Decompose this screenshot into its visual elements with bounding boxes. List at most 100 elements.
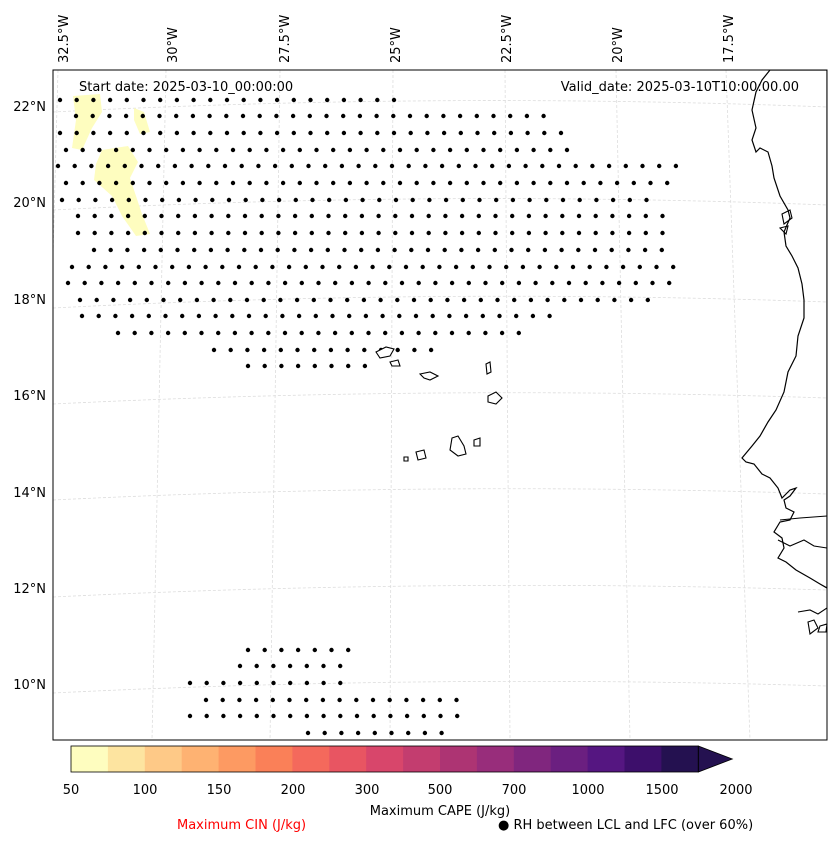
rh-dot bbox=[487, 264, 492, 270]
colorbar-outline bbox=[70, 745, 699, 773]
rh-dot bbox=[310, 197, 315, 203]
rh-dot bbox=[220, 697, 225, 703]
island-santiago bbox=[449, 435, 467, 457]
lon-label-20w: 20°W bbox=[611, 27, 626, 63]
rh-dot bbox=[107, 130, 113, 136]
rh-dot bbox=[338, 680, 343, 686]
rh-dot bbox=[449, 330, 455, 336]
rh-dot bbox=[320, 697, 326, 703]
rh-dot bbox=[438, 713, 443, 719]
rh-dot bbox=[337, 697, 342, 703]
rh-dot bbox=[425, 130, 430, 136]
rh-dot bbox=[478, 297, 483, 303]
rh-dot bbox=[99, 280, 104, 286]
longitude-labels: 32.5°W 30°W 27.5°W 25°W 22.5°W 20°W 17.5… bbox=[57, 15, 737, 63]
rh-dot bbox=[160, 197, 165, 203]
rh-dot bbox=[406, 163, 411, 169]
rh-dot bbox=[525, 130, 530, 136]
rh-dot bbox=[604, 264, 609, 270]
rh-dot bbox=[425, 247, 431, 253]
rh-dot bbox=[523, 163, 528, 169]
rh-dot bbox=[542, 130, 547, 136]
rh-dot bbox=[346, 363, 351, 369]
rh-dot bbox=[111, 297, 116, 303]
rh-dot bbox=[443, 213, 448, 219]
rh-dot bbox=[595, 297, 600, 303]
rh-dot bbox=[657, 163, 662, 169]
rh-dot bbox=[410, 197, 415, 203]
rh-dot bbox=[347, 313, 352, 319]
rh-dot bbox=[264, 180, 269, 186]
rh-dot bbox=[345, 347, 350, 353]
rh-dot bbox=[409, 230, 415, 236]
island-sao-nicolau bbox=[418, 371, 440, 381]
rh-dot bbox=[355, 730, 361, 736]
rh-dot bbox=[142, 213, 147, 219]
rh-dot bbox=[573, 163, 578, 169]
rh-dot bbox=[593, 230, 598, 236]
rh-dot bbox=[209, 213, 214, 219]
rh-dot bbox=[57, 130, 63, 136]
rh-dot bbox=[660, 213, 665, 219]
colorbar-tick-2000: 2000 bbox=[719, 783, 752, 798]
rh-dot bbox=[192, 230, 198, 236]
rh-dot bbox=[500, 280, 505, 286]
rh-dot bbox=[416, 330, 421, 336]
rh-dot bbox=[610, 197, 616, 203]
rh-dot bbox=[141, 247, 147, 253]
cape-shading bbox=[72, 94, 150, 236]
rh-dot bbox=[236, 264, 242, 270]
rh-dot bbox=[393, 197, 399, 203]
rh-dot bbox=[124, 97, 129, 103]
rh-dot bbox=[497, 313, 502, 319]
rh-dot bbox=[457, 113, 463, 119]
lon-label-30w: 30°W bbox=[166, 27, 181, 63]
rh-dot bbox=[187, 713, 193, 719]
rh-dots bbox=[55, 97, 679, 736]
meridian-30w bbox=[151, 70, 167, 740]
rh-dot bbox=[475, 247, 481, 253]
rh-dot bbox=[263, 313, 268, 319]
rh-dot bbox=[453, 264, 459, 270]
rh-dot bbox=[224, 97, 230, 103]
rh-dot bbox=[406, 730, 411, 736]
rh-dot bbox=[380, 313, 385, 319]
colorbar-segment bbox=[513, 746, 552, 772]
rh-dot bbox=[258, 130, 263, 136]
start-date-label: Start date: 2025-03-10_00:00:00 bbox=[79, 80, 293, 95]
rh-dot bbox=[660, 230, 665, 236]
rh-dot bbox=[600, 280, 605, 286]
rh-dot bbox=[329, 647, 334, 653]
rh-dot bbox=[287, 663, 293, 669]
rh-dot bbox=[271, 680, 276, 686]
rh-dot bbox=[514, 180, 520, 186]
rh-dot bbox=[491, 113, 496, 119]
rh-dot bbox=[93, 197, 98, 203]
island-fogo bbox=[415, 449, 427, 461]
rh-dot bbox=[297, 180, 302, 186]
colorbar-segment bbox=[329, 746, 367, 772]
rh-dot bbox=[276, 197, 282, 203]
rh-dot bbox=[530, 313, 536, 319]
rh-dot bbox=[353, 264, 359, 270]
rh-dot bbox=[420, 264, 425, 270]
rh-dot bbox=[247, 147, 252, 153]
lat-label-18n: 18°N bbox=[13, 293, 46, 308]
rh-dot bbox=[556, 163, 562, 169]
cape-verde-islands bbox=[375, 346, 503, 462]
colorbar-segment bbox=[292, 746, 330, 772]
rh-dot bbox=[620, 264, 626, 270]
rh-dot bbox=[645, 297, 650, 303]
rh-dot bbox=[383, 330, 388, 336]
meridian-25w bbox=[389, 70, 394, 740]
rh-dot bbox=[388, 713, 393, 719]
lat-label-10n: 10°N bbox=[13, 678, 46, 693]
valid-date-label: Valid_date: 2025-03-10T10:00:00.00 bbox=[561, 80, 799, 95]
rh-dot bbox=[312, 347, 317, 353]
rh-dot bbox=[96, 313, 101, 319]
rh-dot bbox=[320, 264, 325, 270]
rh-dot bbox=[92, 230, 97, 236]
rh-dot bbox=[172, 163, 178, 169]
rh-dot bbox=[372, 730, 377, 736]
rh-dot bbox=[140, 113, 145, 119]
